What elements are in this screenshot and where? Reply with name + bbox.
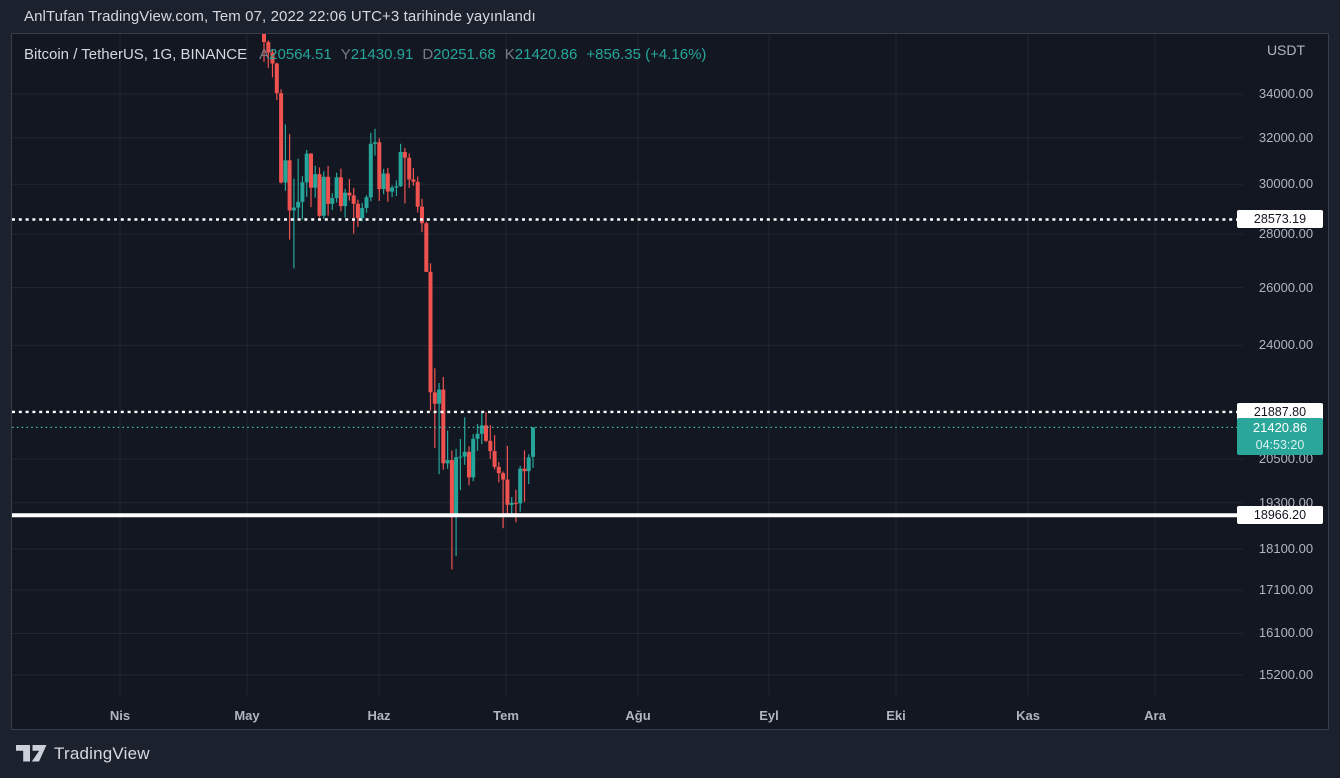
symbol-title: Bitcoin / TetherUS, 1G, BINANCE	[24, 46, 248, 63]
candle[interactable]	[274, 62, 279, 101]
ohlc-item: A20564.51	[259, 46, 332, 63]
candles-series[interactable]	[262, 0, 535, 570]
candle[interactable]	[266, 40, 271, 68]
ohlc-item: Y21430.91	[340, 46, 414, 63]
tradingview-brand[interactable]: TradingView	[54, 744, 150, 763]
candle[interactable]	[522, 450, 527, 502]
candle[interactable]	[505, 445, 510, 516]
price-level-lines	[12, 218, 1237, 518]
footer: TradingView	[0, 730, 1340, 778]
candle[interactable]	[291, 178, 296, 269]
candle[interactable]	[462, 417, 467, 465]
candle[interactable]	[377, 138, 382, 201]
candle[interactable]	[475, 424, 480, 451]
candle[interactable]	[385, 167, 390, 202]
candle[interactable]	[402, 147, 407, 204]
candle[interactable]	[492, 435, 497, 470]
candle[interactable]	[398, 143, 403, 187]
candle[interactable]	[262, 0, 266, 62]
candle[interactable]	[300, 176, 305, 220]
tradingview-logo-icon[interactable]	[16, 744, 47, 764]
candle[interactable]	[479, 412, 484, 445]
candle[interactable]	[355, 199, 360, 227]
candle[interactable]	[317, 167, 322, 218]
candle[interactable]	[326, 165, 331, 216]
candle[interactable]	[296, 158, 301, 219]
candle[interactable]	[313, 165, 318, 198]
candle[interactable]	[509, 497, 514, 515]
candle[interactable]	[360, 202, 365, 222]
candle[interactable]	[381, 168, 386, 195]
chart-widget	[11, 33, 1329, 730]
candle[interactable]	[368, 132, 373, 202]
grid-lines	[12, 34, 1243, 695]
change-value: +856.35 (+4.16%)	[586, 46, 707, 63]
candle[interactable]	[287, 134, 292, 240]
candle[interactable]	[343, 188, 348, 218]
candle[interactable]	[467, 446, 471, 486]
candle[interactable]	[471, 434, 476, 482]
candle[interactable]	[283, 124, 288, 191]
candle[interactable]	[390, 185, 395, 198]
chart-legend: Bitcoin / TetherUS, 1G, BINANCE A20564.5…	[24, 46, 706, 63]
candle[interactable]	[330, 193, 335, 211]
candle[interactable]	[496, 461, 501, 483]
candle[interactable]	[279, 89, 284, 184]
candle[interactable]	[531, 427, 535, 468]
candle[interactable]	[484, 412, 488, 443]
candle[interactable]	[458, 438, 463, 491]
ohlc-item: K21420.86	[504, 46, 578, 63]
candle[interactable]	[488, 424, 493, 459]
candle[interactable]	[518, 465, 523, 512]
candle[interactable]	[513, 489, 518, 523]
candle[interactable]	[411, 168, 416, 186]
candle[interactable]	[394, 180, 399, 196]
candle[interactable]	[334, 172, 339, 203]
candle[interactable]	[445, 430, 450, 469]
candle[interactable]	[428, 263, 433, 411]
candle[interactable]	[424, 221, 429, 272]
candle[interactable]	[501, 471, 506, 529]
ohlc-values: A20564.51 Y21430.91 D20251.68 K21420.86	[259, 46, 586, 63]
candle[interactable]	[454, 448, 459, 557]
candle[interactable]	[407, 153, 412, 188]
candle[interactable]	[437, 383, 442, 475]
candle[interactable]	[347, 179, 352, 201]
candle[interactable]	[309, 153, 313, 208]
ohlc-item: D20251.68	[422, 46, 496, 63]
candle[interactable]	[420, 198, 424, 233]
candle[interactable]	[526, 454, 531, 485]
candle[interactable]	[449, 450, 454, 570]
candle[interactable]	[373, 128, 377, 156]
candle[interactable]	[270, 50, 275, 78]
candle[interactable]	[351, 187, 356, 234]
publish-info-bar: AnlTufan TradingView.com, Tem 07, 2022 2…	[0, 0, 1340, 33]
candle[interactable]	[338, 168, 343, 212]
publish-info-text: AnlTufan TradingView.com, Tem 07, 2022 2…	[24, 8, 536, 25]
candle[interactable]	[415, 176, 420, 213]
candle[interactable]	[432, 368, 437, 449]
candle[interactable]	[304, 150, 309, 197]
candle[interactable]	[441, 377, 446, 470]
candle[interactable]	[364, 195, 369, 213]
candle[interactable]	[321, 171, 326, 219]
